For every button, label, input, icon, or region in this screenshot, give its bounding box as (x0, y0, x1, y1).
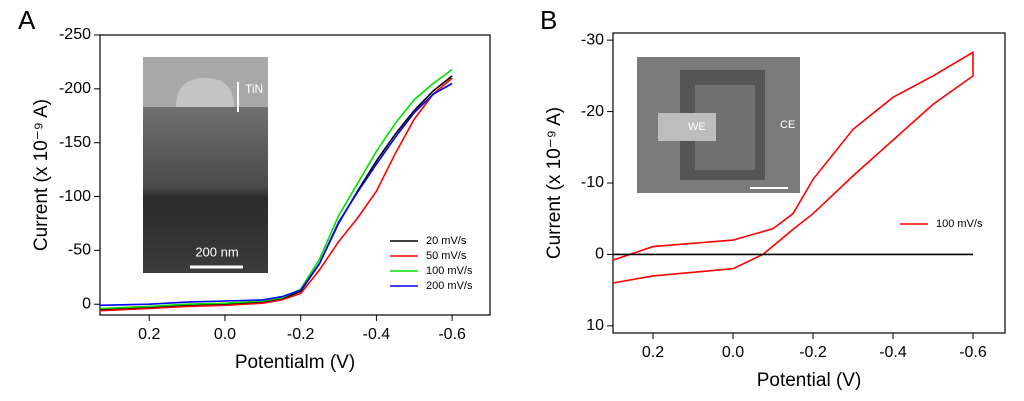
y-tick-label: -100 (59, 188, 91, 205)
y-tick-label: -200 (59, 80, 91, 97)
inset-label: TiN (245, 82, 263, 96)
legend-label: 200 mV/s (426, 280, 473, 292)
inset-b (637, 57, 800, 193)
inset-a (143, 57, 268, 273)
y-tick-label: -10 (581, 174, 604, 191)
x-tick-label: -0.4 (879, 344, 907, 361)
x-tick-label: -0.4 (363, 326, 391, 343)
inset-label: CE (780, 119, 795, 131)
legend-label: 100 mV/s (426, 265, 473, 277)
panel-label: B (540, 5, 557, 35)
x-axis-label: Potential (V) (757, 370, 862, 391)
inset-label: WE (688, 121, 706, 133)
data-line (99, 68, 453, 310)
data-line (99, 82, 453, 307)
inset-label: 200 nm (195, 244, 238, 259)
data-line (99, 77, 453, 312)
plot-frame (99, 34, 491, 316)
x-tick-label: 0.0 (722, 344, 744, 361)
legend-label: 50 mV/s (426, 250, 467, 262)
x-tick-label: 0.2 (138, 326, 160, 343)
x-tick-label: -0.2 (799, 344, 827, 361)
x-tick-label: 0.2 (642, 344, 664, 361)
x-tick-label: -0.2 (287, 326, 315, 343)
x-tick-label: -0.6 (959, 344, 987, 361)
x-tick-label: 0.0 (214, 326, 236, 343)
legend-label: 20 mV/s (426, 235, 467, 247)
y-tick-label: -250 (59, 26, 91, 43)
x-tick-label: -0.6 (438, 326, 466, 343)
y-tick-label: 10 (586, 317, 604, 334)
legend-label: 100 mV/s (936, 218, 983, 230)
data-line (612, 50, 974, 284)
y-axis-label: Current (x 10⁻⁹ A) (31, 99, 52, 251)
y-tick-label: -20 (581, 103, 604, 120)
y-tick-label: -50 (68, 242, 91, 259)
panel-label: A (18, 5, 36, 35)
x-axis-label: Potentialm (V) (235, 352, 355, 373)
y-tick-label: -150 (59, 134, 91, 151)
y-tick-label: 0 (595, 246, 604, 263)
y-axis-label: Current (x 10⁻⁹ A) (544, 107, 565, 259)
y-tick-label: 0 (82, 295, 91, 312)
y-tick-label: -30 (581, 31, 604, 48)
